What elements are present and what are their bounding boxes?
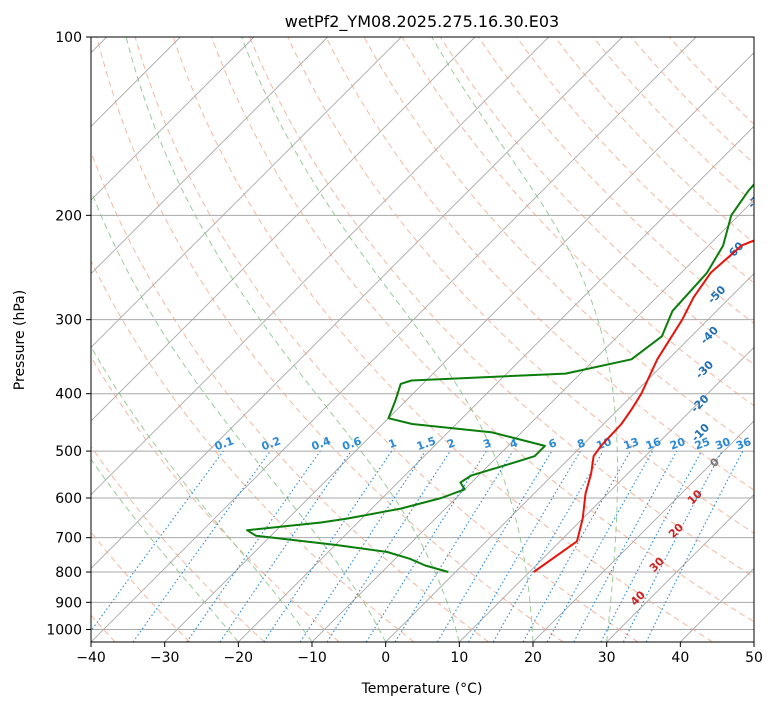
mixing-ratio-label: 1 [387,436,399,451]
x-tick-label: 10 [450,650,468,666]
mixing-ratio-label: 13 [622,435,641,452]
isotherm-line [91,37,328,275]
x-tick-label: 40 [671,650,689,666]
x-tick-label: −30 [150,650,180,666]
isotherm-line [91,37,697,642]
dry-adiabat [134,37,639,642]
mixing-ratio-label: 36 [734,435,753,453]
dry-adiabat [172,37,713,642]
mixing-ratio-line [573,450,678,642]
dry-adiabat [516,37,754,284]
dry-adiabat [91,445,265,642]
dry-adiabat [96,37,564,642]
y-tick-label: 800 [55,565,82,581]
mixing-ratio-line [492,450,604,642]
x-tick-label: −10 [297,650,327,666]
dry-adiabat [211,37,754,623]
y-axis-label: Pressure (hPa) [12,290,28,390]
mixing-ratio-label: 3 [481,436,493,451]
x-tick-label: 0 [381,650,390,666]
x-tick-label: 30 [598,650,616,666]
dewpoint-profile-line [246,182,754,573]
mixing-ratio-label: 0.2 [260,434,283,453]
temperature-profile-line [533,239,754,573]
y-tick-label: 100 [55,30,82,46]
moist-adiabat [91,458,239,642]
moist-adiabat [91,345,313,642]
x-tick-label: 20 [524,650,542,666]
moist-adiabat [91,189,387,642]
mixing-ratio-line [522,450,631,642]
mixing-ratio-label: 16 [644,435,663,453]
mixing-ratio-label: 0.4 [310,434,333,453]
theta-label: -70 [745,188,768,211]
isotherm-line [91,37,549,496]
y-tick-label: 200 [55,208,82,224]
mixing-ratio-label: 30 [713,435,732,453]
mixing-ratio-label: 1.5 [415,434,438,453]
mixing-ratio-line [326,450,451,642]
mixing-ratio-line [436,450,553,642]
mixing-ratio-label: 2 [445,436,457,451]
isotherm-line [459,346,754,642]
y-tick-label: 700 [55,531,82,547]
isotherm-line [91,37,255,201]
dry-adiabat [401,37,754,407]
isotherm-line [385,273,754,642]
x-tick-label: −40 [76,650,106,666]
mixing-ratio-line [132,450,271,642]
isotherm-line [532,420,754,642]
plot-frame [90,36,755,643]
y-tick-label: 900 [55,595,82,611]
plot-area: 0.10.20.40.611.52346810131620253036-100-… [91,37,768,642]
mixing-ratio-line [186,450,321,642]
y-tick-label: 600 [55,491,82,507]
dry-adiabat [630,37,754,165]
mixing-ratio-line [219,450,352,642]
mixing-ratio-label: 20 [668,435,687,453]
mixing-ratio-label: 6 [547,436,559,451]
moist-adiabat [125,37,460,642]
mixing-ratio-line [468,450,581,642]
mixing-ratio-label: 0.6 [341,434,364,453]
dry-adiabat [478,37,754,325]
isotherm-line [91,37,623,569]
mixing-ratio-line [394,450,514,642]
isotherm-line [606,494,754,642]
y-tick-label: 400 [55,387,82,403]
mixing-ratio-line [546,450,654,642]
isotherm-line [91,37,402,348]
isotherm-line [91,37,476,422]
y-tick-label: 500 [55,444,82,460]
y-tick-label: 1000 [46,622,82,638]
axis-ticks: −40 −30 −20 −10 0 10 20 30 40 5010020030040050060… [46,30,763,666]
x-tick-label: −20 [224,650,254,666]
mixing-ratio-label: 0.1 [213,434,236,453]
moist-adiabat [241,37,534,642]
mixing-ratio-line [91,450,224,632]
mixing-ratio-line [365,450,487,642]
chart-title: wetPf2_YM08.2025.275.16.30.E03 [285,12,559,32]
isotherm-line [164,52,754,642]
y-tick-label: 300 [55,313,82,329]
dry-adiabat [325,37,754,491]
moist-adiabat [431,37,619,642]
mixing-ratio-label: 4 [508,436,520,451]
x-tick-label: 50 [745,650,763,666]
isotherm-line [238,125,754,642]
mixing-ratio-label: 8 [575,436,587,451]
mixing-ratio-label: 25 [693,435,712,452]
dry-adiabat [249,37,754,578]
dry-adiabat [592,37,754,204]
x-axis-label: Temperature (°C) [361,681,483,697]
dry-adiabat [363,37,754,449]
